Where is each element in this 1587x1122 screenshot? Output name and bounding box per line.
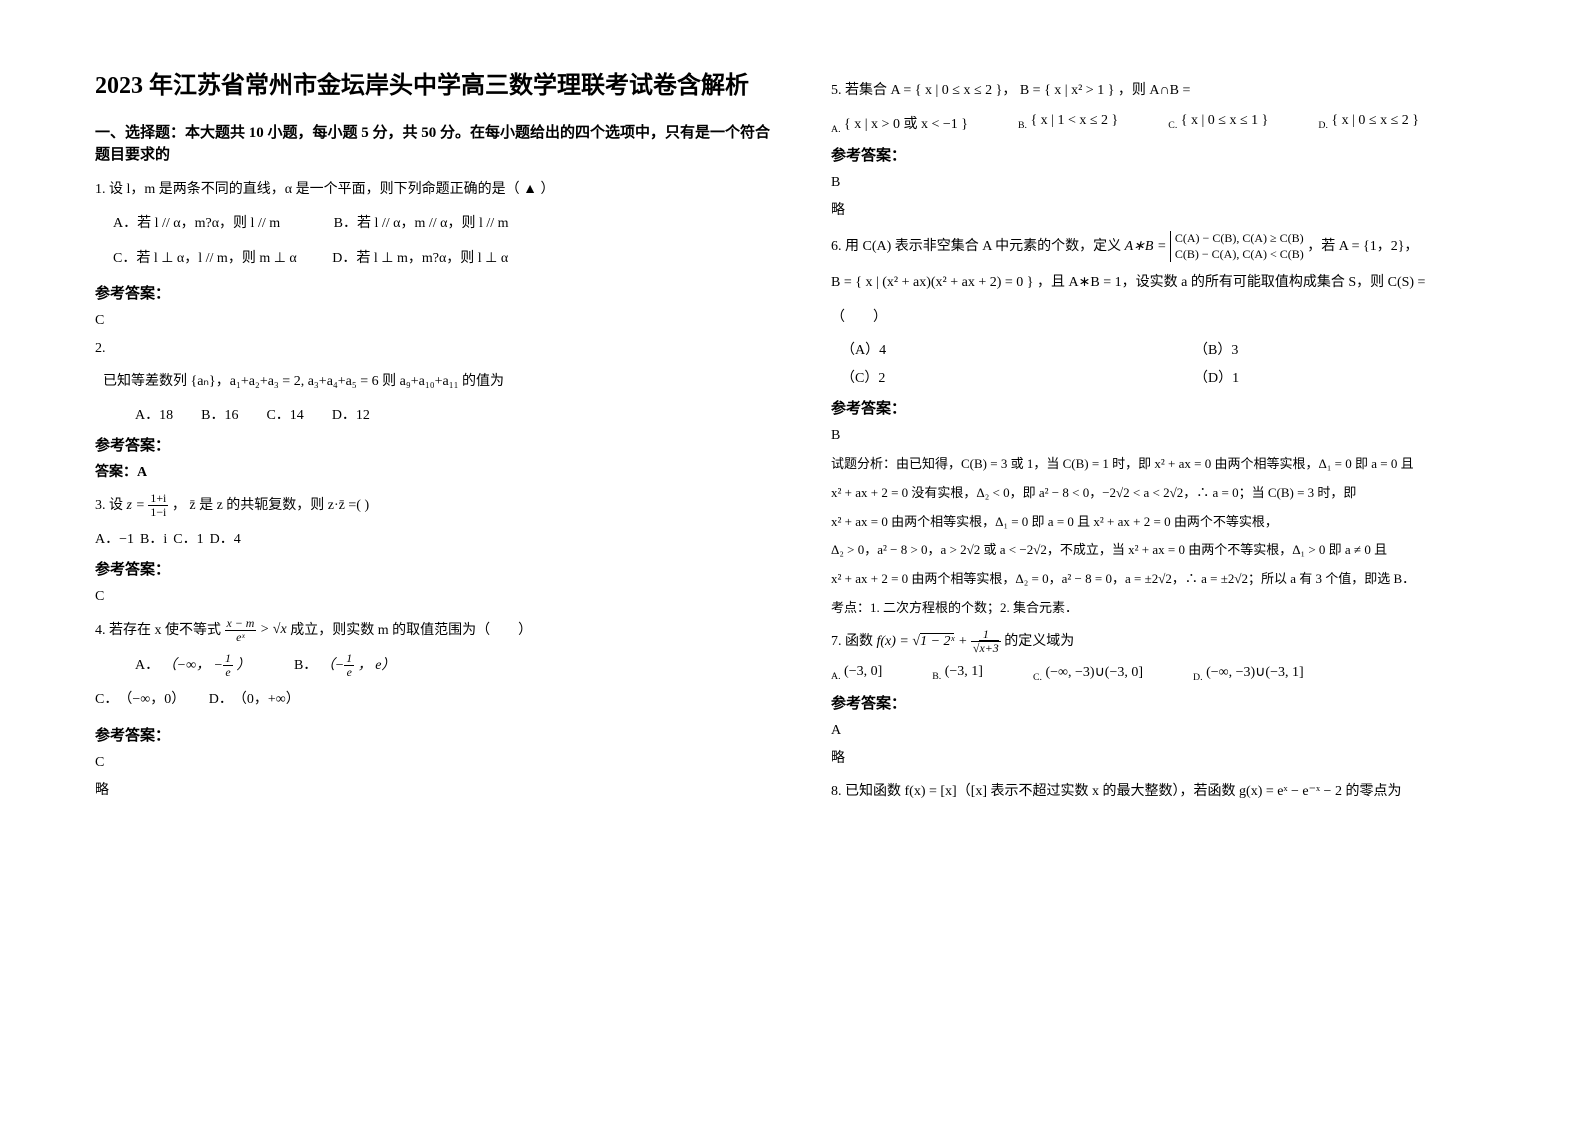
q5-optA: A. { x | x > 0 或 x < −1 } xyxy=(831,113,968,135)
q3-optB: B．i xyxy=(140,528,167,548)
q1-optD: D．若 l ⊥ m，m?α，则 l ⊥ α xyxy=(332,251,508,266)
q5-answer-label: 参考答案： xyxy=(831,144,1507,165)
q7-optA: A. (−3, 0] xyxy=(831,664,882,683)
q7-optD: D. (−∞, −3)∪(−3, 1] xyxy=(1193,664,1304,683)
q6-line3: x² + ax = 0 由两个相等实根，Δ₁ = 0 即 a = 0 且 x² … xyxy=(831,510,1507,535)
q3-stem-pre: 3. 设 xyxy=(95,498,123,513)
q4-ineq: x − meˣ > √x xyxy=(225,622,291,637)
q6-stem-post: ，且 A∗B = 1，设实数 a 的所有可能取值构成集合 S，则 C(S) = xyxy=(1037,275,1425,290)
q7-stem-post: 的定义域为 xyxy=(1004,634,1074,649)
q4-stem: 4. 若存在 x 使不等式 x − meˣ > √x 成立，则实数 m 的取值范… xyxy=(95,617,771,644)
q7-options: A. (−3, 0] B. (−3, 1] C. (−∞, −3)∪(−3, 0… xyxy=(831,664,1507,683)
q4-answer-label: 参考答案： xyxy=(95,724,771,745)
q5-optC: C. { x | 0 ≤ x ≤ 1 } xyxy=(1168,113,1268,135)
q1-stem: 1. 设 l，m 是两条不同的直线，α 是一个平面，则下列命题正确的是（ ▲ ） xyxy=(95,177,771,204)
q4-stem-pre: 4. 若存在 x 使不等式 xyxy=(95,622,221,637)
q3-optC: C．1 xyxy=(173,528,203,548)
q4-answer: C xyxy=(95,751,771,775)
q3-optA: A．−1 xyxy=(95,528,134,548)
q2-optC: C．14 xyxy=(266,404,303,424)
q2-optD: D．12 xyxy=(332,404,370,424)
q2-answer: 答案：A xyxy=(95,461,771,485)
q7-optB: B. (−3, 1] xyxy=(932,664,983,683)
q3-stem-mid: ， z̄ 是 z 的共轭复数，则 z·z̄ =( ) xyxy=(172,498,369,513)
q1-optA: A．若 l // α，m?α，则 l // m xyxy=(113,216,280,231)
q7-answer-label: 参考答案： xyxy=(831,692,1507,713)
q6-line6: 考点：1. 二次方程根的个数；2. 集合元素． xyxy=(831,596,1507,621)
q1-optC: C．若 l ⊥ α，l // m，则 m ⊥ α xyxy=(113,251,297,266)
q5-setA: A = { x | 0 ≤ x ≤ 2 } xyxy=(891,83,1003,98)
q6-stem-mid: ，若 A = {1，2}， xyxy=(1307,239,1418,254)
q4-optC: C． （−∞，0） xyxy=(95,692,185,707)
q6-optD: （D）1 xyxy=(1194,367,1507,387)
q2-options: A．18 B．16 C．14 D．12 xyxy=(135,404,771,424)
q5-answer: B xyxy=(831,171,1507,195)
q8-stem: 8. 已知函数 f(x) = [x]（[x] 表示不超过实数 x 的最大整数），… xyxy=(831,779,1507,806)
exam-title: 2023 年江苏省常州市金坛岸头中学高三数学理联考试卷含解析 xyxy=(95,70,771,104)
q2-optA: A．18 xyxy=(135,404,173,424)
q5-optD: D. { x | 0 ≤ x ≤ 2 } xyxy=(1318,113,1419,135)
q6-stem1: 6. 用 C(A) 表示非空集合 A 中元素的个数，定义 A∗B = C(A) … xyxy=(831,231,1507,262)
q4-optA-text: （−∞， −1e ） xyxy=(163,658,251,673)
q2-num: 2. xyxy=(95,337,771,361)
q3-optD: D．4 xyxy=(210,528,241,548)
q5-options: A. { x | x > 0 或 x < −1 } B. { x | 1 < x… xyxy=(831,113,1507,135)
q6-optB: （B）3 xyxy=(1194,339,1507,359)
q6-blank: （ ） xyxy=(831,305,1507,332)
q6-piecewise: C(A) − C(B), C(A) ≥ C(B) C(B) − C(A), C(… xyxy=(1170,231,1304,262)
q4-options-row2: C． （−∞，0） D． （0，+∞） xyxy=(95,687,771,714)
q3-frac: 1+i1−i xyxy=(148,492,168,519)
q6-setB: B = { x | (x² + ax)(x² + ax + 2) = 0 } xyxy=(831,275,1034,290)
q3-formula: z = xyxy=(127,498,149,513)
q4-optD: D． （0，+∞） xyxy=(209,692,300,707)
q3-stem: 3. 设 z = 1+i1−i ， z̄ 是 z 的共轭复数，则 z·z̄ =(… xyxy=(95,492,771,519)
q5-optB: B. { x | 1 < x ≤ 2 } xyxy=(1018,113,1118,135)
q2-answer-label: 参考答案： xyxy=(95,434,771,455)
q3-answer-label: 参考答案： xyxy=(95,558,771,579)
q4-optA-label: A． xyxy=(135,658,159,673)
q5-note: 略 xyxy=(831,199,1507,223)
q1-options-row1: A．若 l // α，m?α，则 l // m B．若 l // α，m // … xyxy=(113,211,771,238)
q1-optB: B．若 l // α，m // α，则 l // m xyxy=(334,216,509,231)
q5-stem-post: ，则 A∩B = xyxy=(1118,83,1190,98)
q4-stem-post: 成立，则实数 m 的取值范围为（ ） xyxy=(290,622,532,637)
q2-stem: 已知等差数列 {aₙ}，a₁+a₂+a₃ = 2, a₃+a₄+a₅ = 6 则… xyxy=(103,369,771,396)
q3-answer: C xyxy=(95,585,771,609)
q2-optB: B．16 xyxy=(201,404,238,424)
q6-optA: （A）4 xyxy=(841,339,1154,359)
q6-line1: 试题分析：由已知得，C(B) = 3 或 1，当 C(B) = 1 时，即 x²… xyxy=(831,452,1507,477)
right-column: 5. 若集合 A = { x | 0 ≤ x ≤ 2 }， B = { x | … xyxy=(831,70,1507,814)
q7-stem-pre: 7. 函数 xyxy=(831,634,873,649)
q4-note: 略 xyxy=(95,779,771,803)
q5-stem-pre: 5. 若集合 xyxy=(831,83,887,98)
q6-optC: （C）2 xyxy=(841,367,1154,387)
q3-options: A．−1 B．i C．1 D．4 xyxy=(95,528,771,548)
q4-optB-text: （−1e ， e） xyxy=(321,658,396,673)
q6-def: A∗B = xyxy=(1125,239,1170,254)
q7-optC: C. (−∞, −3)∪(−3, 0] xyxy=(1033,664,1143,683)
q1-options-row2: C．若 l ⊥ α，l // m，则 m ⊥ α D．若 l ⊥ m，m?α，则… xyxy=(113,246,771,273)
q7-func: f(x) = √1 − 2ˣ + 1√x+3 xyxy=(877,634,1001,649)
q6-answer: B xyxy=(831,424,1507,448)
q6-line4: Δ₂ > 0，a² − 8 > 0，a > 2√2 或 a < −2√2，不成立… xyxy=(831,538,1507,563)
q4-optB-label: B． xyxy=(294,658,317,673)
q5-stem: 5. 若集合 A = { x | 0 ≤ x ≤ 2 }， B = { x | … xyxy=(831,78,1507,105)
q5-setB: B = { x | x² > 1 } xyxy=(1020,83,1115,98)
q7-answer: A xyxy=(831,719,1507,743)
q7-note: 略 xyxy=(831,747,1507,771)
q6-line5: x² + ax + 2 = 0 由两个相等实根，Δ₂ = 0，a² − 8 = … xyxy=(831,567,1507,592)
q6-stem-pre: 6. 用 C(A) 表示非空集合 A 中元素的个数，定义 xyxy=(831,239,1121,254)
q6-stem2: B = { x | (x² + ax)(x² + ax + 2) = 0 } ，… xyxy=(831,270,1507,297)
q4-options-row1: A． （−∞， −1e ） B． （−1e ， e） xyxy=(135,652,771,679)
q6-line2: x² + ax + 2 = 0 没有实根，Δ₂ < 0，即 a² − 8 < 0… xyxy=(831,481,1507,506)
q6-answer-label: 参考答案： xyxy=(831,397,1507,418)
q7-stem: 7. 函数 f(x) = √1 − 2ˣ + 1√x+3 的定义域为 xyxy=(831,628,1507,655)
q1-answer-label: 参考答案： xyxy=(95,282,771,303)
q6-options: （A）4 （B）3 （C）2 （D）1 xyxy=(841,339,1507,387)
left-column: 2023 年江苏省常州市金坛岸头中学高三数学理联考试卷含解析 一、选择题：本大题… xyxy=(95,70,771,814)
q1-answer: C xyxy=(95,309,771,333)
section1-header: 一、选择题：本大题共 10 小题，每小题 5 分，共 50 分。在每小题给出的四… xyxy=(95,122,771,167)
